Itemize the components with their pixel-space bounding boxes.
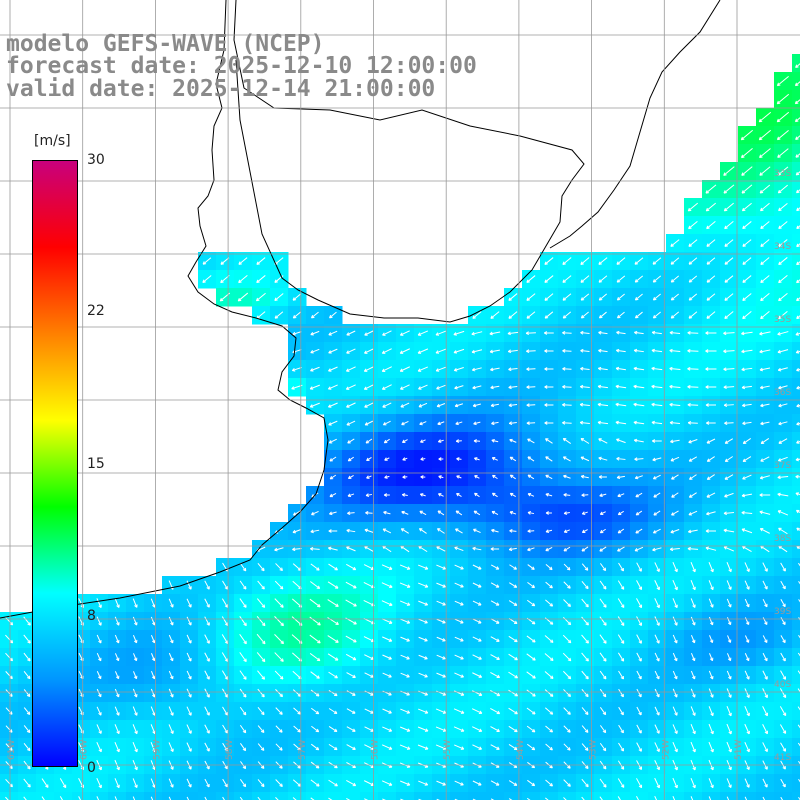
lon-label: 55W <box>443 740 453 760</box>
legend-color-bar <box>33 161 77 766</box>
valid-date: valid date: 2025-12-14 21:00:00 <box>6 76 436 102</box>
legend-tick-15: 15 <box>87 456 105 472</box>
lon-label: 56W <box>371 740 381 760</box>
legend-tick-8: 8 <box>87 608 96 624</box>
legend-unit: [m/s] <box>34 133 71 149</box>
lon-label: 58W <box>225 740 235 760</box>
lat-label: 35S <box>774 315 791 325</box>
lon-label: 51W <box>734 740 744 760</box>
lon-label: 59W <box>152 740 162 760</box>
lat-label: 38S <box>774 534 791 544</box>
color-legend <box>32 160 78 767</box>
lat-label: 34S <box>774 242 791 252</box>
lat-label: 40S <box>774 680 791 690</box>
lon-label: 57W <box>298 740 308 760</box>
coastline-uruguay <box>233 0 585 323</box>
wind-arrows <box>4 63 800 800</box>
lat-label: 37S <box>774 461 791 471</box>
lon-label: 60W <box>80 740 90 760</box>
grid-labels: 61W60W59W58W57W56W55W54W53W52W51W50W33S3… <box>7 169 791 763</box>
model-title: modelo GEFS-WAVE (NCEP) <box>6 31 325 57</box>
lat-label: 36S <box>774 388 791 398</box>
coastline-brazil <box>549 0 721 249</box>
speed-cells <box>0 54 800 800</box>
coastline-argentina <box>0 0 329 619</box>
lat-label: 39S <box>774 607 791 617</box>
lat-label: 33S <box>774 169 791 179</box>
legend-tick-22: 22 <box>87 303 105 319</box>
lon-label: 61W <box>7 740 17 760</box>
lon-label: 52W <box>661 740 671 760</box>
lon-label: 54W <box>516 740 526 760</box>
legend-tick-0: 0 <box>87 760 96 776</box>
legend-tick-30: 30 <box>87 152 105 168</box>
lon-label: 53W <box>589 740 599 760</box>
lat-label: 41S <box>774 753 791 763</box>
forecast-date: forecast date: 2025-12-10 12:00:00 <box>6 53 477 79</box>
